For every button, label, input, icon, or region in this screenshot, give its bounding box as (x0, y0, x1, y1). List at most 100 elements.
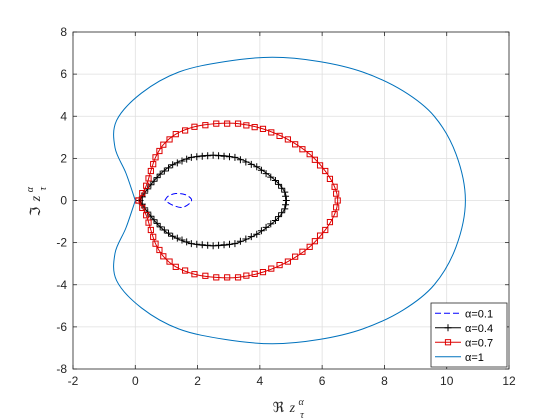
series-marker (143, 212, 150, 219)
series-marker (165, 164, 173, 172)
series-marker (234, 274, 242, 281)
series-marker (247, 233, 255, 241)
series-marker (251, 270, 258, 277)
series-marker (292, 141, 299, 148)
series-marker (242, 235, 250, 243)
series-3 (113, 56, 466, 345)
series-marker (267, 173, 275, 181)
series-marker (333, 190, 340, 197)
series-marker (231, 153, 239, 161)
y-axis-label-var: z (29, 195, 44, 202)
series-marker (145, 219, 152, 226)
y-tick-label: 0 (60, 194, 67, 208)
x-axis-label: ℜ z α τ (273, 394, 308, 420)
series-marker (243, 122, 250, 129)
series-marker (215, 241, 223, 249)
series-marker (253, 230, 261, 238)
legend-marker (444, 324, 452, 332)
series-marker (284, 136, 291, 143)
series-marker (299, 248, 306, 255)
series-marker (267, 220, 275, 228)
series-2 (135, 120, 341, 281)
legend-label: α=0.7 (465, 337, 493, 349)
series-marker (220, 241, 228, 249)
x-tick-label: 2 (194, 374, 201, 388)
series-marker (178, 236, 186, 244)
x-tick-label: 10 (440, 374, 454, 388)
series-marker (311, 156, 318, 163)
series-marker (271, 176, 279, 184)
series-marker (251, 124, 258, 131)
series-marker (173, 234, 181, 242)
series-marker (173, 159, 181, 167)
series-marker (139, 190, 146, 197)
series-marker (306, 243, 313, 250)
series-marker (215, 152, 223, 160)
series-marker (268, 265, 275, 272)
y-tick-label: -2 (56, 236, 67, 250)
series-marker (156, 147, 163, 155)
series-marker (144, 208, 152, 216)
series-marker (153, 219, 161, 227)
series-marker (282, 197, 290, 204)
series-marker (322, 226, 329, 234)
legend-box (430, 302, 508, 368)
series-marker (160, 226, 168, 234)
series-marker (268, 129, 275, 136)
legend-label: α=0.4 (465, 323, 493, 335)
series-marker (191, 123, 198, 130)
series-marker (282, 201, 290, 209)
x-tick-label: 8 (381, 374, 388, 388)
series-marker (231, 240, 239, 248)
series-marker (271, 217, 279, 225)
series-marker (259, 125, 267, 132)
y-tick-label: -6 (56, 320, 67, 334)
legend-item-3: α=1 (435, 352, 484, 364)
series-marker (147, 226, 154, 234)
series-marker (242, 158, 250, 166)
legend-label: α=0.1 (465, 308, 493, 320)
series-marker (281, 205, 289, 213)
series-marker (326, 218, 334, 226)
x-tick-label: 4 (257, 374, 264, 388)
series-marker (187, 240, 195, 248)
series-marker (169, 161, 177, 169)
series-marker (306, 151, 313, 158)
series-marker (333, 204, 340, 211)
series-0 (164, 192, 193, 208)
series-marker (160, 253, 167, 260)
series-marker (316, 162, 324, 169)
series-marker (236, 237, 244, 245)
legend-label: α=1 (465, 352, 484, 364)
series-marker (247, 160, 255, 168)
series-marker (275, 180, 283, 188)
series-marker (276, 132, 283, 140)
series-marker (183, 238, 191, 246)
y-tick-label: -4 (56, 278, 67, 292)
series-layer (113, 56, 466, 345)
series-marker (143, 182, 150, 189)
series-marker (150, 161, 157, 168)
series-marker (292, 253, 299, 260)
series-marker (234, 120, 242, 127)
series-marker (204, 241, 212, 249)
legend-marker (444, 339, 452, 346)
series-marker (135, 197, 142, 204)
series-marker (322, 167, 329, 175)
series-marker (316, 232, 324, 239)
legend-item-1: α=0.4 (435, 323, 493, 335)
y-tick-label: 2 (60, 151, 67, 165)
y-tick-label: -8 (56, 362, 67, 376)
x-tick-label: -2 (68, 374, 79, 388)
series-marker (236, 156, 244, 164)
series-marker (282, 192, 290, 200)
series-marker (152, 240, 159, 247)
series-marker (160, 167, 168, 175)
series-marker (326, 175, 334, 183)
series-marker (253, 163, 261, 171)
series-marker (220, 152, 228, 160)
y-tick-label: 6 (60, 67, 67, 81)
series-marker (284, 258, 291, 265)
series-marker (160, 141, 167, 148)
